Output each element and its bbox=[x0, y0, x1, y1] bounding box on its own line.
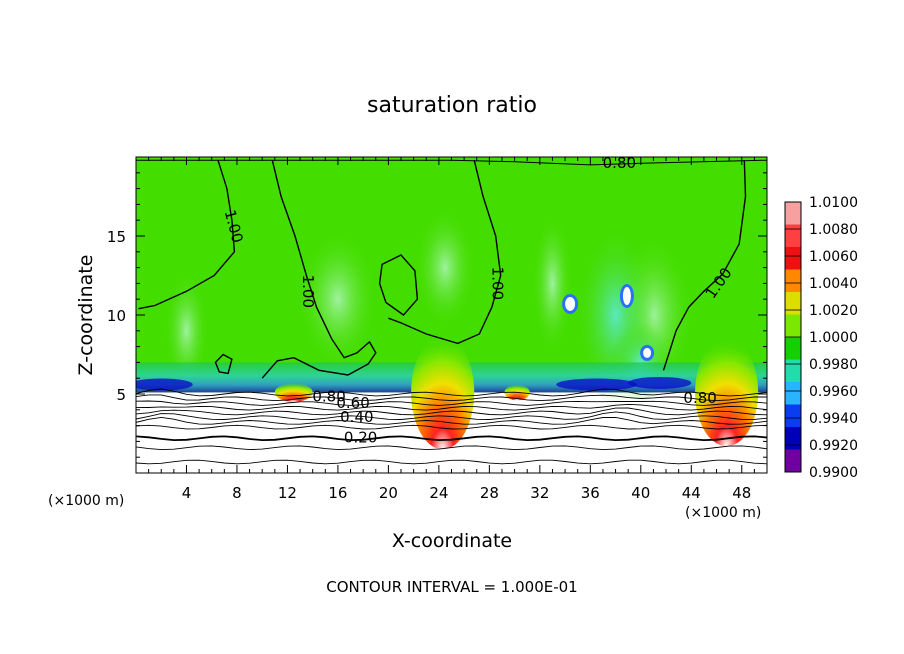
x-unit-left: (×1000 m) bbox=[48, 493, 124, 509]
contour-label: 0.60 bbox=[336, 394, 369, 412]
contour-loop bbox=[214, 353, 233, 375]
contour-label: 1.00 bbox=[488, 267, 506, 300]
colorbar-swatch bbox=[785, 359, 801, 382]
x-tick-label: 4 bbox=[182, 484, 192, 502]
contour-interval-note: CONTOUR INTERVAL = 1.000E-01 bbox=[326, 578, 577, 596]
x-axis-ticks: 4 8 12 16 20 24 28 32 36 40 44 48 bbox=[148, 157, 755, 502]
x-axis-label: X-coordinate bbox=[392, 530, 512, 552]
colorbar-swatch bbox=[785, 269, 801, 292]
x-tick-label: 48 bbox=[732, 484, 751, 502]
contour-label: 0.80 bbox=[312, 388, 345, 406]
contour-top bbox=[136, 159, 767, 166]
contour-lower bbox=[136, 400, 767, 406]
contour-lower bbox=[136, 424, 767, 430]
x-tick-label: 16 bbox=[328, 484, 347, 502]
colorbar-label: 0.9900 bbox=[809, 465, 858, 481]
x-unit-right: (×1000 m) bbox=[685, 505, 761, 521]
contour-1-00 bbox=[662, 160, 747, 371]
y-tick-label: 15 bbox=[107, 228, 126, 246]
x-tick-label: 24 bbox=[429, 484, 448, 502]
y-axis-label: Z-coordinate bbox=[75, 255, 97, 376]
chart-title: saturation ratio bbox=[367, 93, 537, 118]
colorbar-swatch bbox=[785, 337, 801, 360]
colorbar-label: 1.0020 bbox=[809, 303, 858, 319]
y-tick-label: 10 bbox=[107, 307, 126, 325]
colorbar-swatch bbox=[785, 382, 801, 405]
colorbar-swatch bbox=[785, 404, 801, 427]
pale-green-region bbox=[415, 207, 476, 328]
contour-lower bbox=[136, 411, 767, 420]
contour-1-00 bbox=[388, 160, 502, 345]
y-tick-label: 5 bbox=[116, 386, 126, 404]
contour-lower bbox=[136, 445, 767, 451]
colorbar-swatch bbox=[785, 314, 801, 337]
x-tick-label: 20 bbox=[379, 484, 398, 502]
dry-pocket bbox=[556, 378, 638, 391]
contour-lower bbox=[136, 394, 767, 402]
colorbar-label: 0.9920 bbox=[809, 438, 858, 454]
colorbar-label: 1.0100 bbox=[809, 195, 858, 211]
colorbar-label: 1.0080 bbox=[809, 222, 858, 238]
contour-lines: 1.001.00 1.00 1.000.800.800.600.400.200.80 bbox=[136, 157, 767, 465]
colorbar-label: 1.0060 bbox=[809, 249, 858, 265]
colorbar-swatch bbox=[785, 224, 801, 247]
contour-lower bbox=[136, 435, 767, 442]
colorbar-label: 0.9960 bbox=[809, 384, 858, 400]
x-tick-label: 8 bbox=[232, 484, 242, 502]
x-tick-label: 36 bbox=[581, 484, 600, 502]
contour-lower bbox=[136, 416, 767, 425]
contour-label: 0.20 bbox=[344, 429, 377, 447]
colorbar-swatch bbox=[785, 292, 801, 315]
y-axis-ticks: 5 10 15 bbox=[107, 172, 767, 458]
x-tick-label: 32 bbox=[530, 484, 549, 502]
contour-label: 0.40 bbox=[340, 408, 373, 426]
colorbar: 1.0100 1.0080 1.0060 1.0040 1.0020 1.0000 0.99… bbox=[784, 195, 858, 481]
color-field bbox=[136, 157, 767, 473]
contour-1-00 bbox=[261, 160, 377, 379]
contour-lower bbox=[136, 403, 767, 411]
contour-label: 1.00 bbox=[299, 275, 317, 308]
contour-lower bbox=[136, 407, 767, 416]
colorbar-swatch bbox=[785, 202, 801, 225]
colorbar-label: 1.0040 bbox=[809, 276, 858, 292]
colorbar-swatch bbox=[785, 247, 801, 270]
colorbar-label: 0.9980 bbox=[809, 357, 858, 373]
supersaturated-plume bbox=[274, 382, 313, 402]
contour-lower bbox=[136, 388, 767, 397]
colorbar-swatch bbox=[785, 449, 801, 472]
contour-1-00 bbox=[138, 159, 236, 310]
colorbar-label: 1.0000 bbox=[809, 330, 858, 346]
dry-blob-core bbox=[622, 287, 631, 306]
dry-pocket bbox=[628, 376, 692, 389]
x-tick-label: 28 bbox=[480, 484, 499, 502]
x-tick-label: 44 bbox=[682, 484, 701, 502]
contour-label: 0.80 bbox=[683, 389, 716, 407]
colorbar-swatch bbox=[785, 427, 801, 450]
x-tick-label: 12 bbox=[278, 484, 297, 502]
contour-lower bbox=[136, 459, 767, 465]
pale-green-region bbox=[164, 270, 209, 391]
colorbar-label: 0.9940 bbox=[809, 411, 858, 427]
pale-green-region bbox=[532, 213, 573, 354]
x-tick-label: 40 bbox=[631, 484, 650, 502]
dry-blob-core bbox=[565, 296, 576, 311]
contour-loop bbox=[378, 254, 419, 316]
dry-pocket bbox=[136, 378, 193, 391]
dry-blob-core bbox=[643, 347, 652, 358]
pale-green-region bbox=[297, 229, 378, 370]
